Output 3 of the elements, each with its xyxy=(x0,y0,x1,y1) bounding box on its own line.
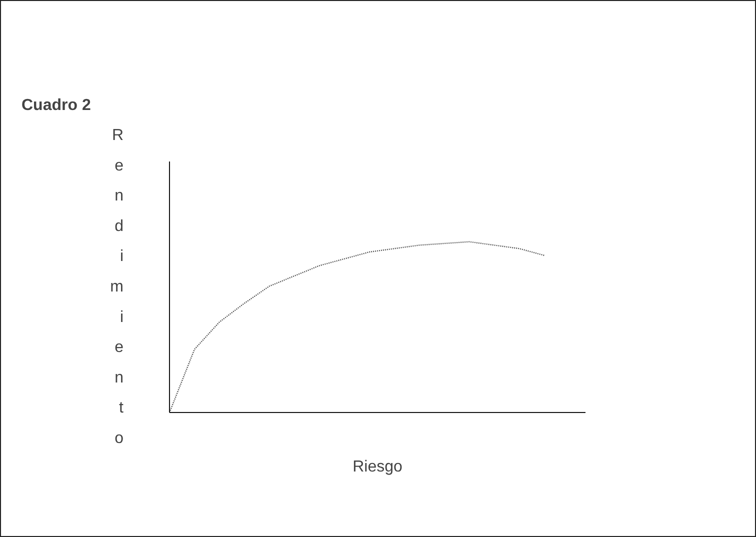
x-axis-title: Riesgo xyxy=(352,458,403,476)
chart-title: Cuadro 2 xyxy=(22,97,91,114)
text: Rendimiento xyxy=(110,127,124,447)
